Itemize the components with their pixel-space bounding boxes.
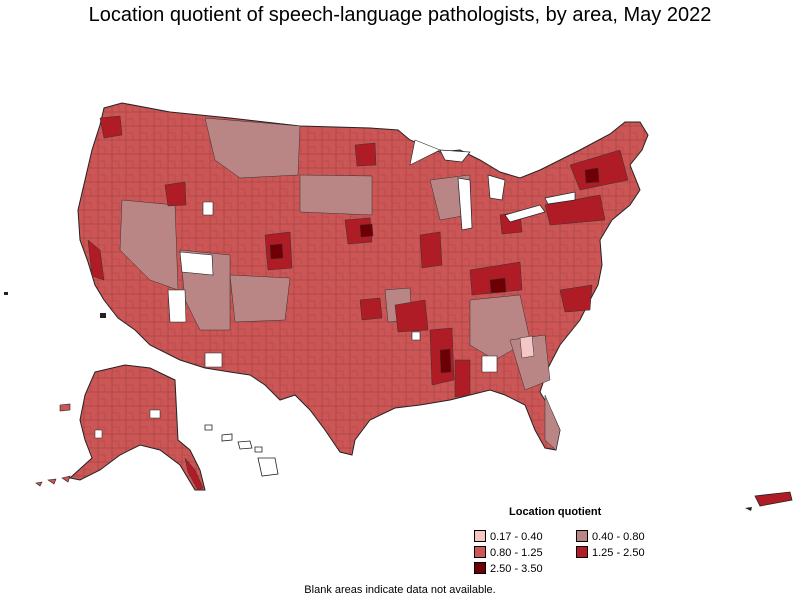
- region-017-040: [519, 335, 535, 359]
- legend-swatch: [474, 546, 486, 558]
- legend-label: 0.40 - 0.80: [592, 531, 645, 543]
- regions-250-350: [269, 167, 600, 374]
- legend-item-250-350: 2.50 - 3.50: [474, 562, 543, 575]
- footnote: Blank areas indicate data not available.: [304, 584, 496, 596]
- legend-item-125-250: 1.25 - 2.50: [576, 546, 645, 559]
- legend-swatch: [474, 562, 486, 574]
- legend-item-017-040: 0.17 - 0.40: [474, 530, 543, 543]
- legend-title: Location quotient: [509, 506, 602, 518]
- legend-label: 0.80 - 1.25: [490, 547, 543, 559]
- map-title: Location quotient of speech-language pat…: [88, 4, 712, 26]
- legend-label: 1.25 - 2.50: [592, 547, 645, 559]
- legend-swatch: [474, 530, 486, 542]
- legend-swatch: [576, 530, 588, 542]
- aleutian-islands: [35, 403, 71, 487]
- legend-item-080-125: 0.80 - 1.25: [474, 546, 543, 559]
- hawaii-shape: [204, 424, 279, 477]
- legend-swatch: [576, 546, 588, 558]
- regions-125-250: [87, 115, 629, 398]
- great-lakes: [439, 149, 576, 231]
- blank-areas: [167, 139, 498, 373]
- legend-item-040-080: 0.40 - 0.80: [576, 530, 645, 543]
- puerto-rico-shape: [754, 491, 793, 507]
- legend-label: 0.17 - 0.40: [490, 531, 543, 543]
- legend-label: 2.50 - 3.50: [490, 563, 543, 575]
